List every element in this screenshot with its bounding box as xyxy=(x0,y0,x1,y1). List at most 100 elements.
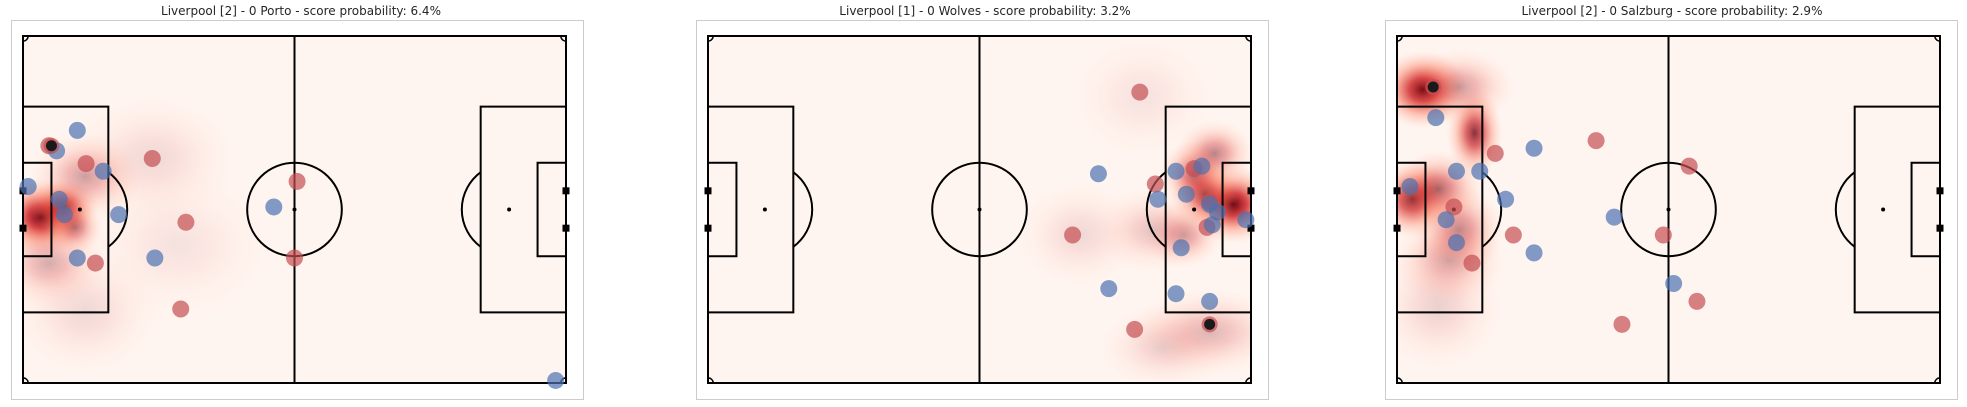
attacker-marker xyxy=(286,249,303,267)
player-layer xyxy=(19,121,565,389)
defender-marker xyxy=(1203,216,1221,234)
attacker-marker xyxy=(1587,132,1605,150)
corner-arc xyxy=(1245,377,1252,384)
defender-marker xyxy=(55,206,73,224)
ball-marker xyxy=(1204,318,1216,330)
goal-post xyxy=(1393,224,1401,232)
heat-blob xyxy=(1397,239,1507,374)
heat-blob xyxy=(1402,47,1516,127)
defender-marker xyxy=(1437,211,1455,229)
pitch-chart-2 xyxy=(696,20,1269,400)
attacker-marker xyxy=(172,300,190,318)
defender-marker xyxy=(1100,280,1118,298)
penalty-spot-right xyxy=(507,207,512,212)
corner-arc xyxy=(1396,377,1403,384)
defender-marker xyxy=(1605,208,1623,226)
ball-marker xyxy=(45,140,57,152)
attacker-marker xyxy=(77,155,95,173)
penalty-spot-right xyxy=(1881,207,1886,212)
corner-arc xyxy=(1245,35,1252,42)
attacker-marker xyxy=(1064,226,1082,244)
chart-title-1: Liverpool [2] - 0 Porto - score probabil… xyxy=(161,4,441,18)
goal-post xyxy=(562,187,570,195)
goal-post xyxy=(1936,187,1944,195)
goal-post xyxy=(19,224,27,232)
defender-marker xyxy=(1427,109,1445,127)
attacker-marker xyxy=(86,254,104,272)
defender-marker xyxy=(1525,244,1543,262)
defender-marker xyxy=(50,190,68,208)
defender-marker xyxy=(265,198,283,216)
attacker-marker xyxy=(1131,83,1149,101)
corner-arc xyxy=(560,35,567,42)
defender-marker xyxy=(1208,203,1226,221)
player-layer xyxy=(1401,79,1706,333)
corner-arc xyxy=(1396,35,1403,42)
chart-title-2: Liverpool [1] - 0 Wolves - score probabi… xyxy=(839,4,1131,18)
pitch-chart-1 xyxy=(11,20,584,400)
ball-marker xyxy=(1427,81,1439,93)
defender-marker xyxy=(68,249,86,267)
attacker-marker xyxy=(143,149,161,167)
goal-post xyxy=(704,224,712,232)
defender-marker xyxy=(1447,234,1465,252)
defender-marker xyxy=(1193,157,1211,175)
corner-arc xyxy=(22,35,29,42)
penalty-arc-left xyxy=(1481,171,1503,248)
corner-arc xyxy=(707,377,714,384)
defender-marker xyxy=(1401,178,1419,196)
defender-marker xyxy=(1172,239,1190,257)
penalty-arc-left xyxy=(107,171,129,248)
defender-marker xyxy=(1665,274,1683,292)
corner-arc xyxy=(1934,377,1941,384)
goal-post xyxy=(1936,224,1944,232)
centre-circle xyxy=(931,161,1028,258)
penalty-arc-right xyxy=(1834,171,1856,248)
defender-marker xyxy=(146,249,164,267)
centre-spot xyxy=(292,207,297,212)
attacker-marker xyxy=(177,213,195,231)
attacker-marker xyxy=(1504,226,1522,244)
defender-marker xyxy=(19,178,37,196)
defender-marker xyxy=(1089,165,1107,183)
defender-marker xyxy=(1237,211,1255,229)
chart-title-3: Liverpool [2] - 0 Salzburg - score proba… xyxy=(1521,4,1823,18)
centre-spot xyxy=(977,207,982,212)
attacker-marker xyxy=(1688,292,1706,310)
corner-arc xyxy=(22,377,29,384)
player-layer xyxy=(1064,83,1255,338)
goal-box-left xyxy=(707,161,738,258)
attacker-marker xyxy=(1126,320,1144,338)
goal-box-right xyxy=(1910,161,1941,258)
centre-circle xyxy=(1620,161,1717,258)
attacker-marker xyxy=(1445,198,1463,216)
attacker-marker xyxy=(1680,157,1698,175)
centre-spot xyxy=(1666,207,1671,212)
heatmap-layer xyxy=(1012,36,1251,383)
goal-post xyxy=(562,224,570,232)
defender-marker xyxy=(110,206,128,224)
goal-post xyxy=(1247,224,1255,232)
defender-marker xyxy=(1471,162,1489,180)
corner-arc xyxy=(707,35,714,42)
heat-blob xyxy=(1062,36,1223,165)
defender-marker xyxy=(1167,162,1185,180)
defender-marker xyxy=(1167,285,1185,303)
pitch-chart-3 xyxy=(1385,20,1958,400)
defender-marker xyxy=(1497,190,1515,208)
defender-marker xyxy=(1177,185,1195,203)
corner-arc xyxy=(1934,35,1941,42)
defender-marker xyxy=(547,371,565,389)
defender-marker xyxy=(1201,292,1219,310)
goal-box-left xyxy=(22,161,53,258)
penalty-spot-right xyxy=(1192,207,1197,212)
defender-marker xyxy=(1447,162,1465,180)
attacker-marker xyxy=(1486,144,1504,162)
goal-post xyxy=(1247,187,1255,195)
goal-box-right xyxy=(536,161,567,258)
defender-marker xyxy=(1149,190,1167,208)
attacker-marker xyxy=(288,172,306,190)
penalty-spot-left xyxy=(77,207,82,212)
goal-post xyxy=(1393,187,1401,195)
heat-blob xyxy=(1094,302,1232,383)
